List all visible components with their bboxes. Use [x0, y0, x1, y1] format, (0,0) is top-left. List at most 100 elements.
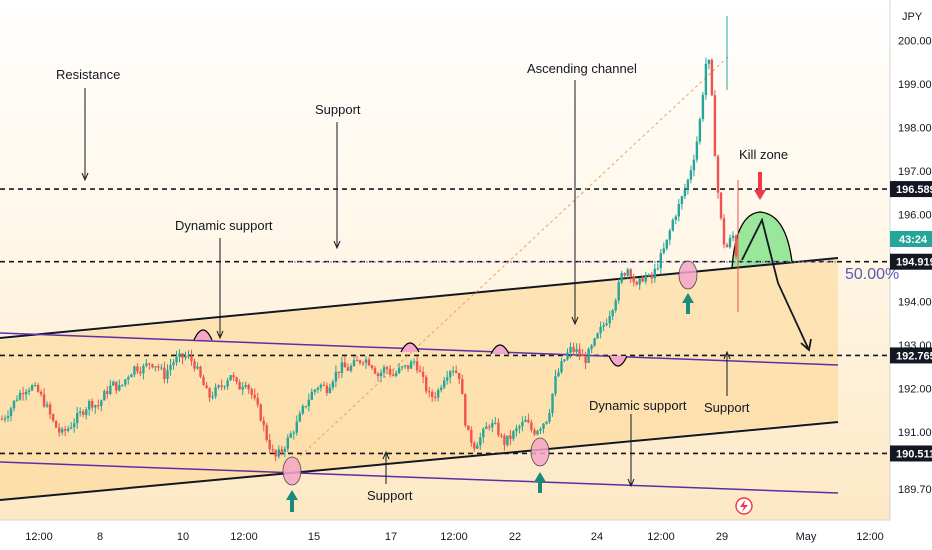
candle-body [617, 282, 620, 301]
candle-body [61, 429, 64, 433]
candle-body [9, 408, 13, 417]
y-tick-label: 200.000 [898, 36, 932, 48]
candle-body [536, 430, 539, 435]
candle-body [250, 389, 253, 395]
candle-body [172, 362, 175, 366]
candle-body [112, 381, 115, 386]
candle-body [449, 371, 452, 378]
candle-body [566, 352, 569, 360]
candle-body [593, 338, 596, 346]
channel-lower-line [0, 421, 839, 501]
ascending-channel-label: Ascending channel [527, 61, 637, 76]
candle-body [33, 385, 37, 386]
candle-body [680, 196, 684, 204]
support-bottom-label: Support [367, 488, 413, 503]
candle-body [151, 364, 154, 368]
candle-body [139, 371, 142, 374]
candle-body [638, 278, 641, 285]
candle-body [602, 325, 605, 327]
candle-body [346, 367, 350, 371]
candle-body [686, 179, 690, 190]
candle-body [443, 380, 446, 388]
candle-body [533, 430, 536, 435]
candle-body [181, 353, 184, 358]
candle-body [482, 429, 485, 438]
candle-body [641, 278, 644, 282]
candle-body [238, 381, 241, 390]
ascending-channel-band [0, 258, 838, 500]
candle-body [542, 423, 545, 429]
candle-body [157, 366, 160, 368]
candle-body [15, 399, 19, 401]
y-tick-label: 191.000 [898, 427, 932, 439]
candle-body [27, 390, 31, 392]
candle-body [623, 273, 626, 276]
candle-body [560, 361, 563, 373]
candle-body [343, 362, 347, 368]
candle-body [716, 156, 720, 193]
candle-body [731, 235, 735, 238]
candle-body [3, 418, 7, 420]
x-tick-label: 12:00 [856, 531, 884, 543]
x-tick-label: 22 [509, 531, 521, 543]
price-level-boxes: 196.589 194.919 192.765 190.511 [890, 181, 932, 462]
candle-body [698, 119, 702, 142]
candle-body [650, 274, 653, 279]
candle-body [340, 362, 344, 373]
candle-body [379, 372, 383, 377]
fib-50-label: 50.00% [845, 266, 899, 283]
candle-body [328, 387, 332, 393]
x-tick-label: 17 [385, 531, 397, 543]
candle-body [21, 392, 25, 395]
x-tick-label: 12:00 [440, 531, 468, 543]
candle-body [632, 276, 635, 283]
candle-body [24, 391, 28, 395]
candle-body [217, 385, 220, 388]
x-tick-label: May [796, 531, 817, 543]
touch-marker [193, 329, 213, 341]
candle-body [455, 370, 458, 373]
lightning-icon[interactable] [735, 497, 753, 515]
candle-body [253, 394, 256, 399]
candle-body [136, 366, 139, 372]
candle-body [611, 310, 614, 317]
candle-body [494, 422, 497, 424]
level-box-label: 190.511 [896, 448, 932, 460]
candle-body [491, 423, 494, 428]
candle-body [310, 391, 313, 400]
candle-body [283, 448, 286, 452]
candle-body [722, 218, 726, 245]
candle-body [58, 427, 61, 433]
candle-body [437, 389, 440, 398]
y-tick-label: 192.000 [898, 384, 932, 396]
candle-body [45, 404, 49, 407]
candle-body [355, 360, 359, 362]
candle-body [259, 404, 262, 421]
candle-body [241, 386, 244, 390]
candle-body [461, 379, 464, 395]
candle-body [118, 385, 121, 391]
x-tick-label: 8 [97, 531, 103, 543]
support-right-label: Support [704, 400, 750, 415]
candle-body [512, 431, 515, 439]
candle-body [322, 384, 326, 386]
candle-body [54, 420, 58, 428]
candle-body [614, 300, 617, 311]
candle-body [382, 367, 386, 373]
candle-body [662, 248, 665, 254]
level-box-label: 196.589 [896, 184, 932, 196]
candle-body [440, 387, 443, 390]
candle-body [229, 375, 232, 381]
candle-body [707, 59, 711, 64]
candle-body [48, 404, 52, 415]
candle-body [202, 376, 205, 386]
candle-body [446, 377, 449, 381]
candle-body [334, 371, 338, 382]
candle-body [247, 385, 250, 390]
candle-body [391, 374, 395, 376]
candle-body [530, 422, 533, 430]
fib-diagonal-line [295, 56, 729, 461]
candle-body [148, 363, 151, 365]
candle-body [596, 333, 599, 339]
